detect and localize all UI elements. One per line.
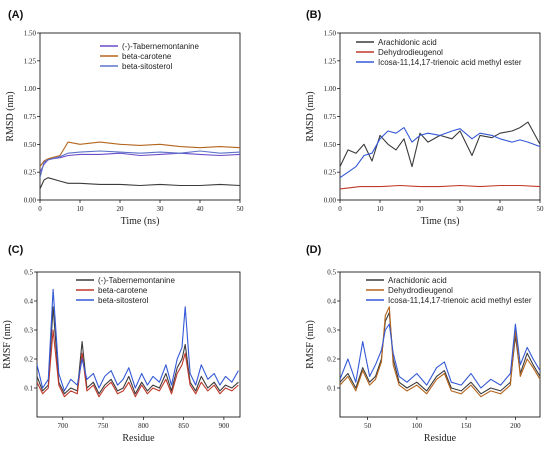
x-tick-label: 10 — [77, 205, 85, 213]
series-line-3 — [37, 288, 239, 392]
series-line-2 — [40, 141, 240, 167]
legend-entry: Icosa-11,14,17-trienoic acid methyl este… — [378, 58, 522, 67]
y-tick-label: 0.1 — [24, 385, 33, 393]
y-tick-label: 1.50 — [24, 30, 37, 38]
x-tick-label: 150 — [461, 422, 472, 430]
y-tick-label: 0.50 — [324, 141, 337, 149]
x-axis-title: Residue — [122, 433, 155, 444]
panel-c: (C) 0.1 0.2 0.3 0.4 0.5 700 750 800 850 900 Residue… — [2, 244, 241, 444]
y-tick-label: 0.50 — [24, 141, 37, 149]
x-tick-label: 50 — [364, 422, 372, 430]
x-tick-label: 10 — [377, 205, 385, 213]
legend-entry: beta-carotene — [98, 286, 148, 295]
y-axis-title: RMSD (nm) — [305, 91, 316, 141]
y-tick-label: 0.4 — [327, 298, 336, 306]
y-tick-label: 1.00 — [324, 85, 337, 93]
y-tick-label: 0.5 — [24, 269, 33, 277]
y-tick-label: 0.00 — [24, 197, 37, 205]
x-tick-label: 40 — [497, 205, 505, 213]
x-tick-label: 200 — [510, 422, 521, 430]
y-tick-label: 0.1 — [327, 385, 336, 393]
series-line-1 — [37, 306, 239, 395]
x-tick-label: 30 — [457, 205, 465, 213]
legend-entry: (-)-Tabernemontanine — [122, 42, 199, 51]
panel-a: (A) 0.00 0.25 0.50 0.75 1.00 1.25 1.50 0 10 20 30 40… — [5, 9, 244, 227]
legend-entry: beta-carotene — [122, 52, 172, 61]
legend-entry: Dehydrodieugenol — [388, 286, 453, 295]
y-tick-label: 1.25 — [24, 57, 37, 65]
y-axis-title: RMSF (nm) — [305, 320, 316, 369]
panel-label: (C) — [8, 244, 24, 256]
plot-frame — [339, 271, 541, 418]
x-tick-label: 40 — [197, 205, 205, 213]
legend-entry: (-)-Tabernemontanine — [98, 276, 175, 285]
y-tick-label: 0.2 — [327, 356, 336, 364]
plot-frame — [36, 271, 241, 418]
legend-entry: beta-sitosterol — [122, 62, 172, 71]
y-tick-label: 1.25 — [324, 57, 337, 65]
x-tick-label: 50 — [237, 205, 245, 213]
y-tick-label: 0.75 — [24, 113, 37, 121]
legend-entry: Arachidonic acid — [388, 276, 447, 285]
y-tick-label: 0.25 — [324, 169, 337, 177]
series-line-2 — [340, 306, 540, 398]
legend-entry: Icosa-11,14,17-trienoic acid methyl este… — [388, 296, 532, 305]
x-tick-label: 850 — [178, 422, 189, 430]
series-line-3 — [40, 150, 240, 178]
y-tick-label: 1.00 — [24, 85, 37, 93]
y-tick-label: 0.4 — [24, 298, 33, 306]
series-line-3 — [340, 127, 540, 179]
x-tick-label: 0 — [338, 205, 342, 213]
y-tick-label: 0.00 — [324, 197, 337, 205]
x-axis-title: Residue — [424, 433, 457, 444]
panel-label: (A) — [8, 9, 24, 21]
x-tick-label: 900 — [219, 422, 230, 430]
x-axis-title: Time (ns) — [421, 216, 460, 227]
series-line-1 — [340, 121, 540, 168]
legend-entry: beta-sitosterol — [98, 296, 148, 305]
x-tick-label: 50 — [537, 205, 545, 213]
series-line-3 — [340, 323, 540, 389]
x-tick-label: 750 — [98, 422, 109, 430]
y-tick-label: 0.3 — [24, 327, 33, 335]
y-tick-label: 0.75 — [324, 113, 337, 121]
series-line-1 — [40, 152, 240, 173]
y-axis-title: RMSD (nm) — [5, 91, 16, 141]
legend-entry: Arachidonic acid — [378, 38, 437, 47]
series-line-2 — [37, 329, 239, 398]
legend-entry: Dehydrodieugenol — [378, 48, 443, 57]
y-tick-label: 0.3 — [327, 327, 336, 335]
series-line-2 — [340, 184, 540, 190]
y-tick-label: 0.5 — [327, 269, 336, 277]
x-tick-label: 100 — [412, 422, 423, 430]
x-tick-label: 0 — [38, 205, 42, 213]
x-tick-label: 20 — [417, 205, 425, 213]
series-line-1 — [340, 312, 540, 395]
y-tick-label: 0.25 — [24, 169, 37, 177]
y-tick-label: 0.2 — [24, 356, 33, 364]
x-tick-label: 30 — [157, 205, 165, 213]
panel-d: (D) 0.1 0.2 0.3 0.4 0.5 50 100 150 200 Residue RMSF… — [305, 244, 541, 444]
x-tick-label: 800 — [138, 422, 149, 430]
x-tick-label: 700 — [58, 422, 69, 430]
panel-label: (D) — [306, 244, 322, 256]
series-line-4 — [40, 177, 240, 190]
x-axis-title: Time (ns) — [121, 216, 160, 227]
panel-label: (B) — [306, 9, 322, 21]
panel-b: (B) 0.00 0.25 0.50 0.75 1.00 1.25 1.50 0 10 20 30 40… — [305, 9, 544, 227]
y-axis-title: RMSF (nm) — [2, 320, 13, 369]
y-tick-label: 1.50 — [324, 30, 337, 38]
x-tick-label: 20 — [117, 205, 125, 213]
